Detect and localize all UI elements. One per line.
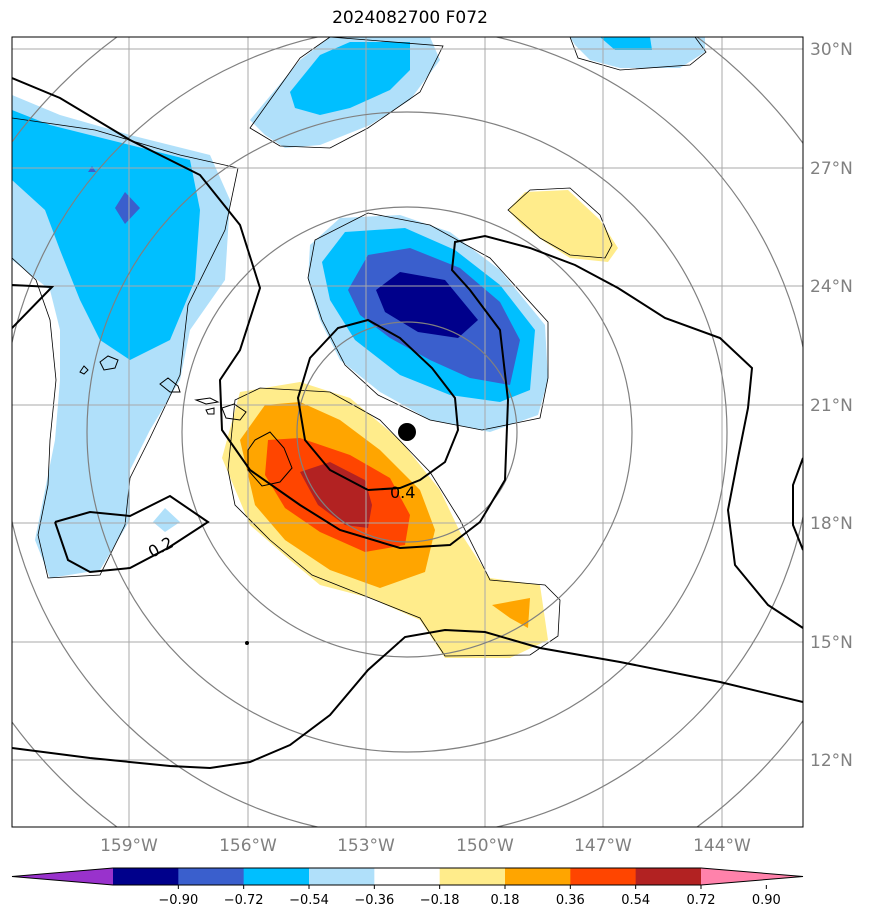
lat-label-15n: 15°N — [810, 633, 853, 653]
colorbar-bin — [374, 868, 441, 885]
graticule — [12, 37, 803, 827]
island-johnston — [245, 641, 249, 645]
contour-label-0-4: 0.4 — [390, 483, 415, 502]
lon-label-144w: 144°W — [693, 836, 751, 856]
island-oahu — [159, 377, 181, 393]
lon-label-147w: 147°W — [574, 836, 632, 856]
lat-label-12n: 12°N — [810, 751, 853, 771]
colorbar-tick-label: −0.54 — [289, 893, 329, 908]
island-maui — [221, 403, 247, 421]
map-title: 2024082700 F072 — [332, 8, 488, 28]
lat-label-30n: 30°N — [810, 40, 853, 60]
colorbar-outline — [11, 867, 804, 886]
colorbar-bin — [505, 868, 571, 885]
colorbar-tick-label: −0.90 — [158, 893, 198, 908]
colorbar-bin — [439, 868, 506, 885]
lon-label-150w: 150°W — [456, 836, 514, 856]
colorbar-tick-label: −0.72 — [224, 893, 264, 908]
storm-center-marker — [398, 423, 416, 441]
colorbar-bin — [635, 868, 702, 885]
lon-label-159w: 159°W — [100, 836, 158, 856]
colorbar-tick-label: −0.36 — [354, 893, 394, 908]
thick-contours — [12, 77, 803, 770]
colorbar-tick-label: 0.90 — [752, 893, 781, 908]
colorbar-tick-label: 0.54 — [621, 893, 650, 908]
colorbar-tick-label: 0.36 — [556, 893, 585, 908]
colorbar-bin — [178, 868, 245, 885]
lat-label-21n: 21°N — [810, 396, 853, 416]
colorbar-tick-label: −0.18 — [420, 893, 460, 908]
coastlines — [79, 355, 293, 645]
lon-label-153w: 153°W — [337, 836, 395, 856]
colorbar-tick-label: 0.72 — [687, 893, 716, 908]
colorbar-bin — [570, 868, 637, 885]
colorbar-bin — [113, 868, 179, 885]
lat-label-18n: 18°N — [810, 514, 853, 534]
latitude-labels: 30°N 27°N 24°N 21°N 18°N 15°N 12°N — [810, 40, 853, 771]
island-hawaii — [247, 431, 293, 487]
island-lanai — [205, 407, 215, 415]
island-niihau — [79, 365, 89, 375]
colorbar: −0.90 −0.72 −0.54 −0.36 −0.18 0.18 0.36 0.54 0.7… — [11, 867, 804, 908]
colorbar-extend-high — [701, 868, 803, 885]
colorbar-bin — [243, 868, 310, 885]
lat-label-24n: 24°N — [810, 277, 853, 297]
lat-label-27n: 27°N — [810, 159, 853, 179]
map-frame — [11, 36, 804, 828]
colorbar-extend-low — [12, 868, 113, 885]
negative-anomaly-region-west-inner — [12, 110, 200, 360]
island-molokai — [194, 397, 220, 405]
island-kauai — [99, 355, 119, 371]
lon-label-156w: 156°W — [219, 836, 277, 856]
colorbar-tick-label: 0.18 — [491, 893, 520, 908]
colorbar-bin — [309, 868, 375, 885]
longitude-labels: 159°W 156°W 153°W 150°W 147°W 144°W — [100, 836, 751, 856]
